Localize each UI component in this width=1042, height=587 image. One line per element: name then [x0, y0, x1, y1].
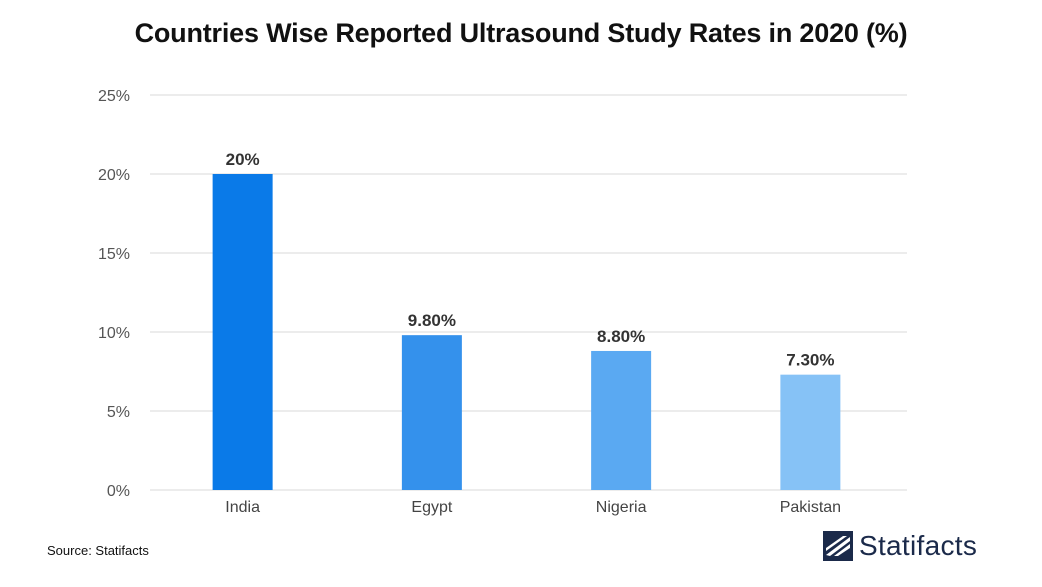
statifacts-logo-icon — [823, 531, 853, 561]
y-tick-label: 20% — [98, 167, 130, 184]
y-axis-ticks: 0% 5% 10% 15% 20% 25% — [98, 88, 130, 500]
brand: Statifacts — [823, 530, 977, 562]
y-tick-label: 25% — [98, 88, 130, 105]
y-tick-label: 15% — [98, 246, 130, 263]
x-tick-label: Egypt — [411, 499, 452, 516]
chart-title: Countries Wise Reported Ultrasound Study… — [134, 18, 908, 48]
x-tick-label: Nigeria — [596, 499, 647, 516]
x-tick-label: India — [225, 499, 260, 516]
data-labels: 20% 9.80% 8.80% 7.30% — [226, 150, 835, 370]
bar — [591, 350, 652, 490]
gridlines — [150, 94, 907, 491]
bar — [401, 335, 462, 490]
x-tick-label: Pakistan — [780, 499, 841, 516]
bar — [212, 174, 273, 490]
bar — [780, 374, 841, 490]
y-tick-label: 10% — [98, 325, 130, 342]
x-axis-ticks: India Egypt Nigeria Pakistan — [225, 499, 841, 516]
data-label: 7.30% — [786, 351, 834, 370]
data-label: 9.80% — [408, 311, 456, 330]
y-tick-label: 5% — [107, 404, 130, 421]
brand-name: Statifacts — [859, 530, 978, 561]
bars — [212, 174, 841, 490]
data-label: 8.80% — [597, 327, 645, 346]
source-note: Source: Statifacts — [47, 543, 149, 558]
y-tick-label: 0% — [107, 483, 130, 500]
data-label: 20% — [226, 150, 260, 169]
